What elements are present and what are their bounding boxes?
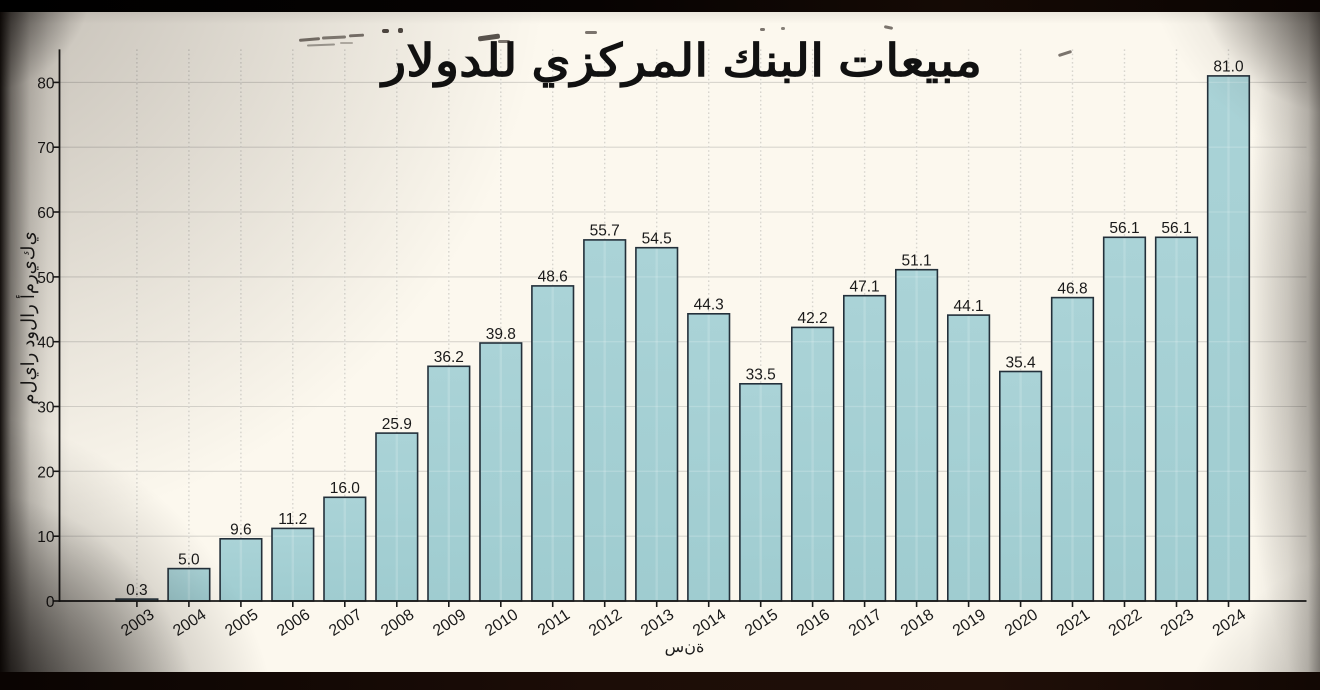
svg-text:9.6: 9.6 <box>230 522 252 539</box>
svg-text:46.8: 46.8 <box>1057 280 1087 297</box>
svg-text:30: 30 <box>37 400 55 417</box>
svg-text:42.2: 42.2 <box>798 310 828 327</box>
svg-text:44.3: 44.3 <box>694 297 724 314</box>
svg-text:5.0: 5.0 <box>178 551 200 568</box>
svg-text:0.3: 0.3 <box>126 582 148 599</box>
svg-text:2005: 2005 <box>222 606 261 640</box>
svg-text:س‌ن‌ة: س‌ن‌ة <box>665 639 705 656</box>
svg-text:2024: 2024 <box>1210 606 1249 640</box>
svg-text:0: 0 <box>46 594 55 611</box>
svg-text:50: 50 <box>37 270 55 287</box>
svg-text:51.1: 51.1 <box>902 253 932 270</box>
svg-text:25.9: 25.9 <box>382 416 412 433</box>
svg-text:2023: 2023 <box>1158 606 1197 640</box>
svg-text:39.8: 39.8 <box>486 326 516 343</box>
svg-text:2014: 2014 <box>690 606 729 640</box>
svg-text:2021: 2021 <box>1054 606 1093 640</box>
svg-text:16.0: 16.0 <box>330 480 361 497</box>
svg-text:2015: 2015 <box>742 606 781 640</box>
svg-text:60: 60 <box>37 205 55 222</box>
svg-text:10: 10 <box>37 529 55 546</box>
svg-text:40: 40 <box>37 335 55 352</box>
svg-text:2020: 2020 <box>1002 606 1041 640</box>
svg-text:44.1: 44.1 <box>954 298 984 315</box>
svg-text:70: 70 <box>37 140 55 157</box>
svg-text:م‌ل‌ي‌ا‌ر‌ ‌د‌و‌ل‌ا‌ر‌ ‌أ‌م‌ر‌: م‌ل‌ي‌ا‌ر‌ ‌د‌و‌ل‌ا‌ر‌ ‌أ‌م‌ر‌ي‌ك‌ي <box>16 231 39 404</box>
svg-text:55.7: 55.7 <box>590 223 620 240</box>
svg-text:81.0: 81.0 <box>1213 59 1244 76</box>
svg-text:2009: 2009 <box>430 606 469 640</box>
svg-text:54.5: 54.5 <box>642 231 672 248</box>
svg-text:2018: 2018 <box>898 606 937 640</box>
svg-text:2008: 2008 <box>378 606 417 640</box>
svg-text:80: 80 <box>37 75 55 92</box>
svg-text:2007: 2007 <box>326 606 365 640</box>
svg-text:مبيعات البنك المركزي للدولار: مبيعات البنك المركزي للدولار <box>379 35 982 88</box>
svg-text:2019: 2019 <box>950 606 989 640</box>
svg-text:47.1: 47.1 <box>850 279 880 296</box>
svg-text:36.2: 36.2 <box>434 349 464 366</box>
svg-text:2003: 2003 <box>118 606 157 640</box>
svg-text:2010: 2010 <box>482 606 521 640</box>
svg-text:2016: 2016 <box>794 606 833 640</box>
svg-text:56.1: 56.1 <box>1161 220 1191 237</box>
svg-text:48.6: 48.6 <box>538 269 568 286</box>
svg-text:2022: 2022 <box>1106 606 1145 640</box>
svg-text:2006: 2006 <box>274 606 313 640</box>
svg-text:35.4: 35.4 <box>1006 354 1037 371</box>
svg-text:2004: 2004 <box>170 606 209 640</box>
svg-text:2011: 2011 <box>535 606 573 639</box>
svg-text:33.5: 33.5 <box>746 367 776 384</box>
svg-text:20: 20 <box>37 464 55 481</box>
svg-text:11.2: 11.2 <box>278 511 307 528</box>
svg-text:2017: 2017 <box>846 606 885 640</box>
svg-text:56.1: 56.1 <box>1109 220 1139 237</box>
svg-text:2013: 2013 <box>638 606 677 640</box>
svg-text:2012: 2012 <box>586 606 625 640</box>
